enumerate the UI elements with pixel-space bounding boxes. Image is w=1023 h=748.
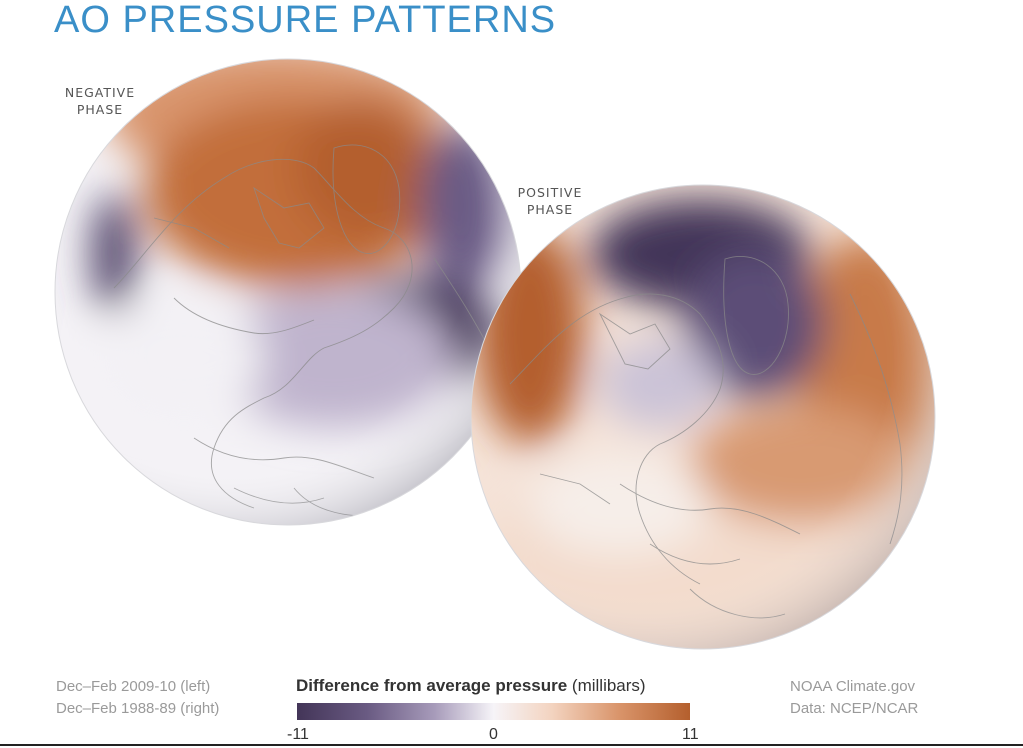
negative-phase-line1: NEGATIVE bbox=[64, 85, 136, 100]
legend-title: Difference from average pressure (millib… bbox=[296, 676, 646, 696]
credits: NOAA Climate.gov Data: NCEP/NCAR bbox=[790, 676, 918, 720]
bottom-divider bbox=[0, 744, 1023, 746]
legend-title-main: Difference from average pressure bbox=[296, 676, 568, 695]
legend-mid-label: 0 bbox=[489, 726, 498, 743]
legend-color-bar bbox=[297, 703, 690, 720]
positive-phase-label: POSITIVE PHASE bbox=[510, 184, 590, 218]
legend-max-label: 11 bbox=[682, 726, 699, 743]
legend-title-unit: (millibars) bbox=[567, 676, 646, 695]
positive-phase-line1: POSITIVE bbox=[517, 185, 583, 200]
page-title: AO PRESSURE PATTERNS bbox=[54, 0, 557, 41]
period-right: Dec–Feb 1988-89 (right) bbox=[56, 700, 220, 717]
negative-phase-line2: PHASE bbox=[76, 102, 124, 117]
legend-min-label: -11 bbox=[287, 726, 309, 743]
negative-phase-label: NEGATIVE PHASE bbox=[60, 84, 140, 118]
credit-source: NOAA Climate.gov bbox=[790, 678, 916, 695]
positive-phase-globe bbox=[470, 184, 936, 650]
period-notes: Dec–Feb 2009-10 (left) Dec–Feb 1988-89 (… bbox=[56, 676, 219, 720]
negative-phase-globe bbox=[54, 58, 522, 526]
period-left: Dec–Feb 2009-10 (left) bbox=[56, 678, 211, 695]
positive-phase-line2: PHASE bbox=[526, 202, 574, 217]
credit-data: Data: NCEP/NCAR bbox=[790, 700, 919, 717]
